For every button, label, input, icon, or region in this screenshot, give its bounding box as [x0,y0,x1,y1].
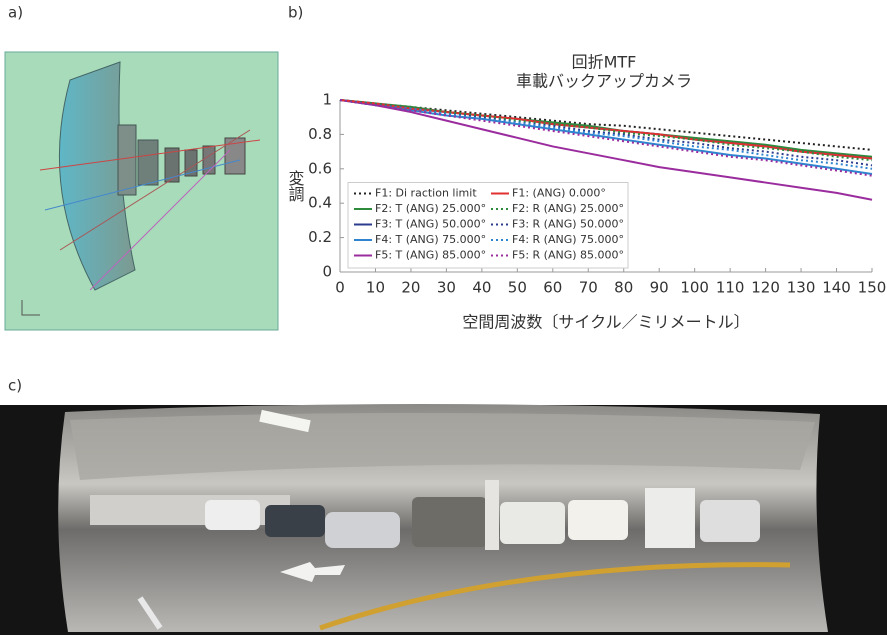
legend-label: F5: R (ANG) 85.000° [512,249,624,262]
panel-label: b) [288,4,303,22]
x-tick-label: 30 [437,279,456,297]
panel-label: c) [8,377,22,395]
panel-label: a) [8,4,23,22]
x-tick-label: 70 [579,279,598,297]
y-tick-label: 0.4 [308,194,332,212]
x-tick-label: 140 [822,279,851,297]
x-tick-label: 150 [858,279,887,297]
x-tick-label: 80 [614,279,633,297]
x-tick-label: 130 [787,279,816,297]
legend-label: F2: R (ANG) 25.000° [512,202,624,215]
x-tick-label: 50 [508,279,527,297]
legend-label: F1: Di raction limit [375,187,477,200]
y-tick-label: 0 [322,263,332,281]
mtf-chart: 回折MTF 車載バックアップカメラ 空間周波数〔サイクル／ミリメートル〕 変調 … [286,53,887,332]
x-tick-label: 10 [366,279,385,297]
x-tick-label: 110 [716,279,745,297]
legend-label: F4: R (ANG) 75.000° [512,233,624,246]
y-tick-label: 0.2 [308,228,332,246]
x-tick-label: 20 [401,279,420,297]
legend-label: F4: T (ANG) 75.000° [375,233,486,246]
figure: a) b) c) 回折MTF 車載バックアップカメラ 空間周波数〔サイクル／ミリ… [0,0,887,635]
x-axis-label: 空間周波数〔サイクル／ミリメートル〕 [462,313,749,332]
x-tick-label: 90 [650,279,669,297]
x-tick-label: 100 [680,279,709,297]
x-tick-label: 60 [543,279,562,297]
y-tick-label: 0.8 [308,125,332,143]
x-tick-label: 40 [472,279,491,297]
chart-title: 回折MTF [572,53,637,72]
y-axis-label: 変調 [286,170,305,202]
x-tick-label: 120 [751,279,780,297]
lens-diagram [5,52,278,330]
camera-photo [0,404,887,635]
y-tick-label: 1 [322,91,332,109]
series-line [340,100,872,169]
legend-label: F1: (ANG) 0.000° [512,187,606,200]
y-tick-label: 0.6 [308,159,332,177]
legend-label: F3: T (ANG) 50.000° [375,218,486,231]
x-tick-label: 0 [335,279,345,297]
legend-label: F5: T (ANG) 85.000° [375,249,486,262]
legend-label: F2: T (ANG) 25.000° [375,202,486,215]
chart-subtitle: 車載バックアップカメラ [516,72,692,91]
legend-label: F3: R (ANG) 50.000° [512,218,624,231]
